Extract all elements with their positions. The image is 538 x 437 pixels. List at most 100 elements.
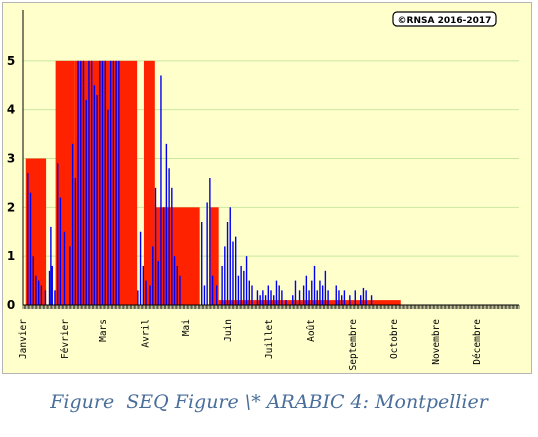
x-tick-label: Février bbox=[60, 319, 71, 359]
blue-bar bbox=[118, 60, 120, 306]
blue-bar bbox=[340, 295, 343, 305]
blue-bar bbox=[275, 280, 278, 305]
blue-bar bbox=[234, 236, 237, 305]
blue-bar bbox=[50, 226, 52, 305]
blue-bar bbox=[311, 280, 313, 305]
blue-bar bbox=[354, 290, 356, 305]
blue-bar bbox=[305, 275, 308, 305]
blue-bar bbox=[203, 285, 206, 305]
blue-bar bbox=[99, 60, 101, 306]
blue-bar bbox=[104, 60, 106, 306]
blue-bar bbox=[27, 173, 29, 305]
blue-bar bbox=[176, 265, 178, 305]
blue-bar bbox=[370, 295, 373, 305]
blue-bar bbox=[48, 270, 51, 305]
blue-bar bbox=[264, 295, 267, 305]
blue-bar bbox=[29, 192, 32, 305]
x-tick-labels: Janvier Février Mars Avril Mai Juin Juillet Aoû… bbox=[18, 319, 483, 371]
blue-bar bbox=[149, 285, 151, 305]
copyright-badge: ©RNSA 2016-2017 bbox=[392, 11, 497, 27]
blue-bar bbox=[240, 265, 242, 305]
blue-bar bbox=[162, 207, 165, 305]
blue-series bbox=[27, 60, 373, 306]
blue-bar bbox=[107, 109, 109, 306]
blue-bar bbox=[281, 290, 283, 305]
x-tick-label: Avril bbox=[140, 319, 151, 348]
blue-bar bbox=[226, 221, 229, 305]
red-bar bbox=[118, 60, 138, 306]
blue-bar bbox=[112, 60, 115, 306]
blue-bar bbox=[237, 275, 240, 305]
blue-bar bbox=[316, 290, 318, 305]
y-tick-label: 0 bbox=[7, 298, 15, 312]
blue-bar bbox=[206, 202, 208, 305]
blue-bar bbox=[245, 256, 248, 305]
blue-bar bbox=[201, 221, 203, 305]
blue-bar bbox=[32, 256, 34, 305]
blue-bar bbox=[37, 280, 40, 305]
blue-bar bbox=[96, 95, 98, 306]
x-tick-label: Août bbox=[306, 319, 317, 342]
blue-bar bbox=[90, 60, 93, 306]
blue-bar bbox=[343, 290, 346, 305]
blue-bar bbox=[270, 290, 272, 305]
blue-bar bbox=[63, 231, 66, 305]
blue-bar bbox=[209, 178, 211, 305]
blue-bar bbox=[69, 246, 71, 305]
blue-bar bbox=[80, 60, 82, 306]
blue-bar bbox=[360, 295, 362, 305]
blue-bar bbox=[232, 241, 234, 305]
x-tick-label: Mars bbox=[98, 319, 109, 342]
blue-bar bbox=[142, 265, 144, 305]
y-tick-label: 2 bbox=[7, 200, 15, 214]
blue-bar bbox=[273, 295, 275, 305]
blue-bar bbox=[349, 295, 351, 305]
blue-bar bbox=[40, 285, 43, 305]
x-tick-label: Décembre bbox=[472, 319, 483, 365]
red-series bbox=[25, 60, 401, 306]
blue-bar bbox=[165, 143, 168, 305]
x-tick-label: Janvier bbox=[18, 319, 29, 359]
x-tick-label: Novembre bbox=[431, 319, 442, 365]
blue-bar bbox=[243, 270, 245, 305]
blue-bar bbox=[267, 285, 270, 305]
y-tick-label: 4 bbox=[7, 103, 15, 117]
blue-bar bbox=[51, 265, 53, 305]
blue-bar bbox=[137, 290, 139, 305]
chart-frame: 0 1 2 3 4 5 Janvier Février Mars Avril Mai Juin Jui… bbox=[2, 2, 532, 374]
blue-bar bbox=[292, 295, 294, 305]
figure-caption: Figure SEQ Figure \* ARABIC 4: Montpelli… bbox=[50, 391, 488, 413]
blue-bar bbox=[221, 265, 223, 305]
blue-bar bbox=[308, 290, 310, 305]
blue-bar bbox=[77, 60, 79, 306]
blue-bar bbox=[256, 290, 259, 305]
x-tick-label: Mai bbox=[181, 319, 192, 336]
y-tick-label: 1 bbox=[7, 249, 15, 263]
blue-bar bbox=[139, 231, 142, 305]
blue-bar bbox=[88, 60, 90, 306]
blue-bar bbox=[154, 187, 157, 305]
pollen-chart: 0 1 2 3 4 5 Janvier Février Mars Avril Mai Juin Jui… bbox=[7, 10, 520, 371]
blue-bar bbox=[248, 280, 250, 305]
y-tick-label: 5 bbox=[7, 54, 15, 68]
axes bbox=[22, 10, 520, 309]
blue-bar bbox=[173, 256, 176, 305]
blue-bar bbox=[109, 60, 112, 306]
blue-bar bbox=[285, 300, 287, 305]
copyright-box bbox=[392, 11, 497, 27]
blue-bar bbox=[145, 280, 147, 305]
blue-bar bbox=[85, 99, 87, 306]
blue-bar bbox=[168, 168, 170, 305]
blue-bar bbox=[160, 75, 162, 305]
blue-bar bbox=[82, 60, 85, 306]
blue-bar bbox=[54, 290, 56, 305]
x-tick-label: Septembre bbox=[348, 319, 359, 371]
blue-bar bbox=[215, 285, 218, 305]
blue-bar bbox=[93, 85, 96, 305]
blue-bar bbox=[211, 275, 214, 305]
blue-bar bbox=[74, 178, 77, 305]
blue-bar bbox=[327, 290, 329, 305]
blue-bar bbox=[313, 265, 316, 305]
blue-bar bbox=[365, 290, 367, 305]
x-tick-label: Octobre bbox=[389, 319, 400, 359]
